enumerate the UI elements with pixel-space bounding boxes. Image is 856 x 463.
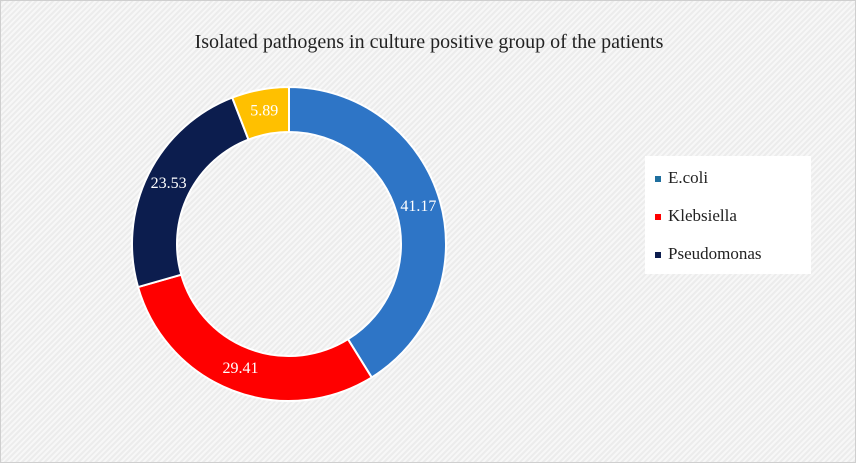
data-label: 23.53 bbox=[151, 175, 187, 192]
legend-label: Klebsiella bbox=[668, 206, 737, 225]
legend-swatch bbox=[655, 176, 661, 182]
legend: E.coli Klebsiella Pseudomonas bbox=[645, 156, 811, 274]
donut-slice bbox=[288, 85, 447, 379]
data-label: 29.41 bbox=[222, 360, 258, 377]
legend-label: E.coli bbox=[668, 168, 709, 187]
data-label: 5.89 bbox=[250, 102, 278, 119]
legend-label: Pseudomonas bbox=[668, 244, 762, 263]
donut-slice bbox=[230, 85, 290, 141]
donut-slice bbox=[131, 96, 250, 289]
donut-slice bbox=[136, 273, 374, 402]
data-label: 41.17 bbox=[400, 198, 436, 215]
legend-item: Pseudomonas bbox=[655, 244, 805, 264]
legend-swatch bbox=[655, 252, 661, 258]
legend-item: E.coli bbox=[655, 168, 805, 188]
legend-swatch bbox=[655, 214, 661, 220]
legend-item: Klebsiella bbox=[655, 206, 805, 226]
chart-title: Isolated pathogens in culture positive g… bbox=[195, 31, 664, 53]
